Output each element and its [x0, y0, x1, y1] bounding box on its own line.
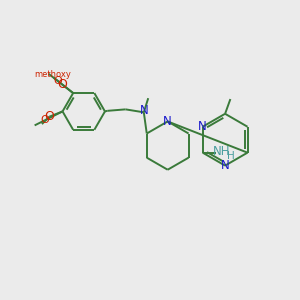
- Text: O: O: [40, 116, 49, 125]
- Text: N: N: [198, 120, 207, 133]
- Text: methoxy: methoxy: [34, 70, 71, 79]
- Text: N: N: [221, 159, 230, 172]
- Text: O: O: [53, 76, 62, 86]
- Text: O: O: [44, 110, 54, 123]
- Text: N: N: [163, 115, 172, 128]
- Text: N: N: [140, 104, 148, 117]
- Text: H: H: [227, 152, 235, 161]
- Text: NH: NH: [212, 145, 230, 158]
- Text: O: O: [57, 78, 67, 91]
